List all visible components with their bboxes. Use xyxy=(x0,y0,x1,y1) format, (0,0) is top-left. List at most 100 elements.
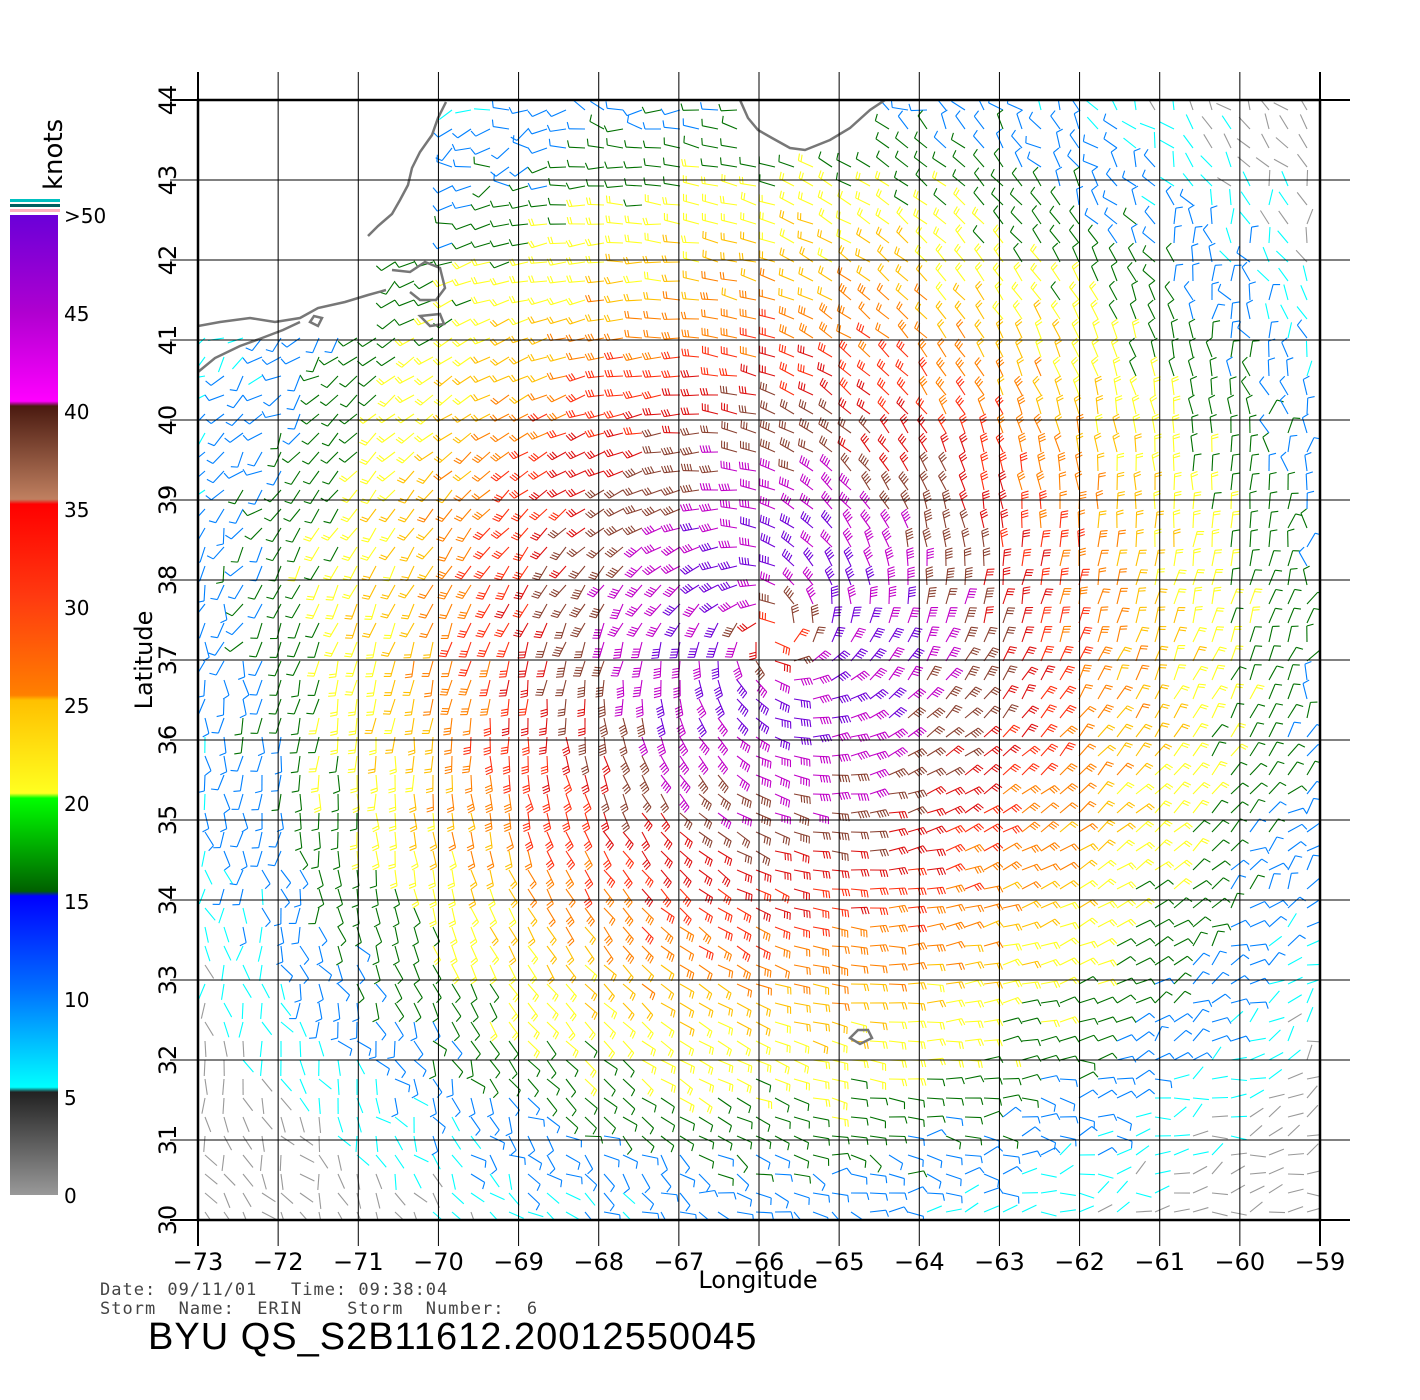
wind-barb xyxy=(438,109,453,121)
wind-barb xyxy=(1211,303,1226,320)
wind-barb xyxy=(1069,281,1080,301)
wind-barb xyxy=(1278,210,1289,225)
wind-barb xyxy=(857,283,871,301)
wind-barb xyxy=(586,138,605,149)
wind-barb xyxy=(721,402,738,415)
wind-barb xyxy=(797,191,814,206)
wind-barb xyxy=(720,327,738,339)
wind-barb xyxy=(797,438,814,453)
wind-barb xyxy=(759,381,776,396)
wind-barb xyxy=(603,295,624,304)
wind-barb xyxy=(1052,147,1061,168)
wind-barb xyxy=(1211,1096,1229,1099)
wind-barb xyxy=(938,394,948,415)
wind-barb xyxy=(977,394,986,415)
wind-barb xyxy=(935,300,947,320)
wind-barb xyxy=(432,259,453,267)
wind-barb xyxy=(701,345,719,358)
wind-barb xyxy=(1032,223,1042,244)
wind-barb xyxy=(680,369,700,378)
wind-barb xyxy=(624,310,643,320)
wind-barb xyxy=(508,394,529,404)
wind-barb xyxy=(1086,116,1099,130)
wind-barb xyxy=(508,106,529,114)
wind-barb xyxy=(1238,116,1251,130)
wind-barb xyxy=(1275,137,1289,149)
wind-barb xyxy=(1296,319,1308,339)
wind-barb xyxy=(875,132,890,149)
wind-barb xyxy=(1010,206,1023,225)
wind-barb xyxy=(896,301,909,320)
wind-barb xyxy=(471,451,491,464)
wind-barb xyxy=(1129,375,1138,396)
wind-barb xyxy=(1094,375,1103,396)
wind-barb xyxy=(935,262,947,282)
wind-barb xyxy=(1057,100,1061,111)
wind-barb xyxy=(1242,171,1251,187)
lon-tick-label: −70 xyxy=(413,1248,464,1276)
wind-barb xyxy=(1188,100,1194,111)
wind-barb xyxy=(280,356,301,365)
wind-barb xyxy=(300,394,320,406)
wind-barb xyxy=(778,154,795,168)
wind-barb xyxy=(940,432,949,453)
wind-barb xyxy=(798,417,814,434)
wind-barb xyxy=(1142,263,1156,282)
wind-barb xyxy=(918,375,928,396)
wind-barb xyxy=(565,257,586,265)
wind-barb xyxy=(1192,225,1203,244)
wind-barb xyxy=(432,128,453,138)
wind-barb xyxy=(1052,356,1061,377)
wind-barb xyxy=(818,321,833,339)
wind-barb xyxy=(203,793,206,811)
wind-barb xyxy=(604,180,624,188)
wind-barb xyxy=(1092,318,1100,339)
wind-barb xyxy=(1229,189,1232,206)
wind-barb xyxy=(721,421,738,434)
wind-barb xyxy=(1035,394,1044,415)
wind-barb xyxy=(279,1154,282,1172)
wind-barb xyxy=(1072,299,1080,320)
wind-barb xyxy=(1246,299,1254,320)
wind-barb xyxy=(1187,394,1195,415)
wind-barb xyxy=(931,170,947,187)
wind-barb xyxy=(680,388,700,397)
wind-barb xyxy=(682,118,700,130)
wind-barb xyxy=(954,338,966,358)
wind-barb xyxy=(896,377,909,396)
wind-barb xyxy=(1226,356,1233,377)
wind-barb xyxy=(472,185,491,198)
wind-barb xyxy=(660,409,681,418)
wind-barb xyxy=(1230,434,1240,453)
wind-barb xyxy=(565,182,586,190)
wind-barb xyxy=(894,246,909,263)
wind-barb xyxy=(470,296,491,305)
wind-barb xyxy=(204,394,225,402)
wind-barb xyxy=(856,379,871,396)
wind-barb xyxy=(1299,114,1308,130)
wind-barb xyxy=(1114,395,1123,415)
wind-barb xyxy=(895,131,909,149)
wind-barb xyxy=(546,124,567,132)
wind-barb xyxy=(282,432,301,445)
wind-barb xyxy=(394,375,415,384)
wind-barb xyxy=(585,294,605,303)
lon-tick-label: −64 xyxy=(894,1248,945,1276)
wind-barb xyxy=(1111,100,1118,111)
wind-barb xyxy=(1012,300,1023,320)
wind-barb xyxy=(1230,320,1240,339)
lat-tick-label: 36 xyxy=(154,725,182,756)
wind-barb xyxy=(527,297,548,305)
wind-barb xyxy=(1110,261,1118,282)
wind-barb xyxy=(490,432,510,443)
wind-barb xyxy=(452,159,472,168)
wind-barb xyxy=(1013,261,1023,282)
wind-barb xyxy=(1014,318,1023,339)
wind-barb xyxy=(875,150,890,168)
wind-barb xyxy=(797,305,814,320)
wind-barb xyxy=(1259,376,1270,396)
wind-barb xyxy=(643,310,662,320)
wind-barb xyxy=(198,375,206,378)
wind-barb xyxy=(876,282,890,301)
wind-barb xyxy=(876,377,890,396)
